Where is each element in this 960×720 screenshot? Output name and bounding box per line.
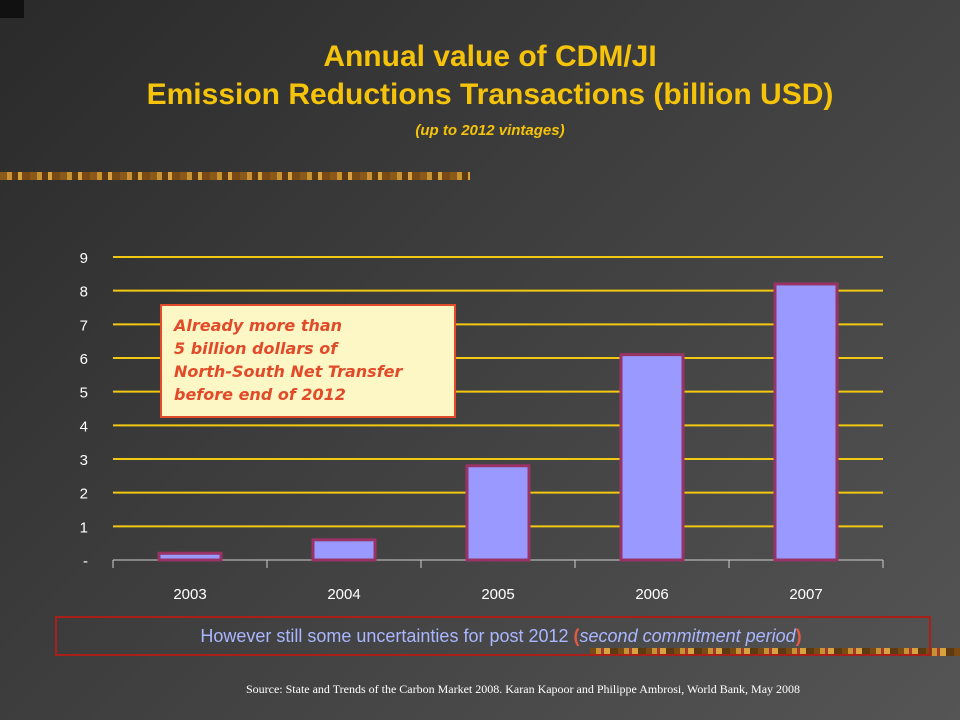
decorative-strip-top	[0, 172, 470, 180]
y-tick-label-0: -	[83, 553, 88, 570]
y-tick-label-8: 8	[80, 284, 88, 301]
note-text: However still some uncertainties for pos…	[200, 626, 574, 646]
x-tick-label-2006: 2006	[635, 586, 668, 603]
note-paren-open: (	[573, 626, 580, 646]
bar-2005	[465, 464, 531, 562]
y-tick-label-3: 3	[80, 452, 88, 469]
callout-line-3: North-South Net Transfer	[174, 362, 403, 381]
note-paren-close: )	[795, 626, 802, 646]
y-tick-label-6: 6	[80, 351, 88, 368]
y-tick-label-1: 1	[80, 519, 88, 536]
x-tick-label-2003: 2003	[173, 586, 206, 603]
corner-block	[0, 0, 24, 18]
y-tick-label-4: 4	[80, 418, 88, 435]
slide-title: Annual value of CDM/JI Emission Reductio…	[0, 38, 960, 139]
y-tick-label-5: 5	[80, 385, 88, 402]
callout-line-1: Already more than	[174, 316, 343, 335]
x-tick-label-2005: 2005	[481, 586, 514, 603]
bar-2006	[619, 353, 685, 562]
title-subtitle: (up to 2012 vintages)	[415, 122, 565, 139]
callout-line-2: 5 billion dollars of	[174, 339, 338, 358]
decorative-strip-bottom	[590, 648, 960, 656]
title-line-2: Emission Reductions Transactions (billio…	[146, 78, 834, 111]
source-citation: Source: State and Trends of the Carbon M…	[245, 682, 801, 696]
uncertainty-note: However still some uncertainties for pos…	[55, 616, 931, 656]
y-tick-label-7: 7	[80, 317, 88, 334]
x-tick-label-2004: 2004	[327, 586, 360, 603]
x-tick-label-2007: 2007	[789, 586, 822, 603]
y-tick-label-9: 9	[80, 250, 88, 267]
bar-2004	[311, 538, 377, 562]
note-italic-text: second commitment period	[579, 626, 796, 646]
bar-2007	[773, 282, 839, 562]
bar-2003	[157, 551, 223, 562]
callout-line-4: before end of 2012	[174, 385, 346, 404]
callout-box: Already more than 5 billion dollars of N…	[160, 304, 456, 418]
title-line-1: Annual value of CDM/JI	[323, 40, 657, 73]
y-tick-label-2: 2	[80, 486, 88, 503]
